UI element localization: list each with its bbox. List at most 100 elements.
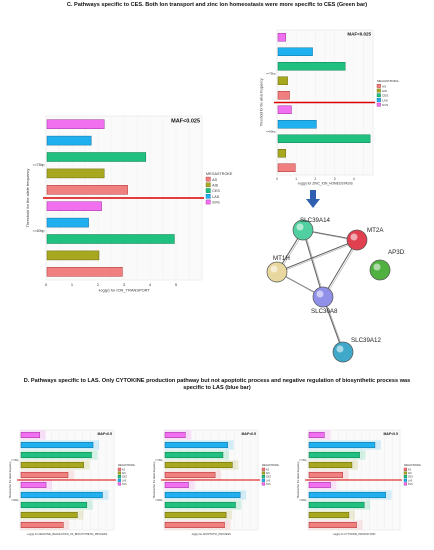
- legend-label-svs: SVS: [408, 483, 413, 486]
- bar-ces: [20, 452, 92, 458]
- legend-label-ces: CES: [122, 476, 127, 479]
- x-tick-label: 1: [295, 177, 297, 181]
- legend-swatch-las: [403, 478, 407, 482]
- chart-title: MAF<0.025: [347, 32, 371, 37]
- y-tick-label: >=75bp: [155, 459, 163, 462]
- legend-label-ces: CES: [212, 189, 220, 193]
- x-axis-label: -log(p) for ZINC_ION_HOMEOSTASIS: [297, 181, 353, 185]
- legend-label-ais: AIS: [212, 184, 219, 188]
- bar-svs: [20, 432, 41, 438]
- node-circle: [266, 261, 288, 283]
- bar-as: [308, 472, 343, 478]
- bar-ces: [20, 502, 88, 508]
- bar-las: [46, 217, 89, 228]
- heading-c: C. Pathways specific to CES. Both Ion tr…: [66, 2, 368, 8]
- network-edge: [322, 239, 358, 298]
- bar-svs: [277, 105, 292, 114]
- bar-as: [20, 472, 69, 478]
- bar-svs: [46, 201, 102, 211]
- legend-label-ces: CES: [382, 94, 388, 98]
- legend-swatch-las: [205, 193, 211, 199]
- bar-ces: [46, 234, 175, 244]
- bar-las: [164, 442, 228, 448]
- bar-svs: [308, 432, 325, 438]
- network-edge: [302, 229, 324, 298]
- bar-ais: [277, 149, 286, 158]
- y-tick-label: <=60bp: [33, 229, 45, 233]
- legend-swatch-ces: [117, 475, 121, 479]
- x-axis-label: -log(p) for APOPTOTIC_PROCESS: [191, 533, 231, 536]
- legend-label-ais: AIS: [382, 89, 387, 93]
- y-tick-label: >=75bp: [266, 72, 276, 76]
- legend-swatch-ces: [261, 475, 265, 479]
- bar-as: [277, 163, 296, 172]
- y-axis-label: Threshold for the allele frequency: [153, 461, 156, 499]
- legend-swatch-ais: [117, 471, 121, 475]
- bar-as: [46, 185, 128, 195]
- legend-swatch-ais: [261, 471, 265, 475]
- legend-title: MEGASTROKE: [377, 79, 399, 83]
- legend-swatch-las: [117, 478, 121, 482]
- bar-las: [164, 492, 241, 498]
- bar-las: [308, 442, 376, 448]
- legend-swatch-svs: [261, 482, 265, 486]
- node-highlight: [316, 290, 324, 298]
- bar-ces: [308, 452, 360, 458]
- x-tick-label: 3: [334, 177, 336, 181]
- bar-ais: [20, 512, 78, 518]
- legend-label-as: AS: [408, 468, 412, 471]
- x-tick-label: 4: [149, 282, 152, 287]
- bar-las: [277, 47, 313, 56]
- network-edge-secondary: [278, 240, 359, 274]
- bar-ces: [164, 502, 236, 508]
- node-label: MT2A: [367, 227, 384, 234]
- node-label: SLC39A12: [351, 337, 381, 344]
- legend-label-ces: CES: [408, 476, 413, 479]
- protein-interaction-network: SLC39A14 MT2A AP3D1 MT1H SLC30A8 SLC39A12: [266, 217, 405, 363]
- legend-label-ais: AIS: [122, 472, 126, 475]
- legend-swatch-ces: [376, 93, 381, 98]
- down-arrow-icon: [306, 190, 320, 208]
- legend-title: MEGASTROKE: [262, 464, 279, 467]
- node-highlight: [296, 223, 304, 231]
- x-tick-label: 4: [353, 177, 355, 181]
- network-edge: [276, 239, 358, 273]
- bar-las: [308, 492, 386, 498]
- bar-ces: [308, 502, 365, 508]
- chart-ion-transport: >=75bp <=60bp Threshold for the allele fre…: [20, 104, 250, 304]
- bar-as: [46, 267, 123, 277]
- x-tick-label: 2: [97, 282, 99, 287]
- node-highlight: [373, 263, 381, 271]
- y-tick-label: >=75bp: [33, 163, 45, 167]
- x-tick-label: 5: [175, 282, 178, 287]
- legend-label-las: LAS: [266, 479, 271, 482]
- bar-ces: [164, 452, 224, 458]
- network-node-slc39a12: [332, 341, 354, 363]
- legend-label-svs: SVS: [212, 201, 220, 205]
- node-highlight: [350, 233, 358, 241]
- bar-las: [20, 442, 94, 448]
- chart-cytokine-production: >=75bp <=60bp Threshold for the allele fre…: [294, 422, 430, 544]
- legend-swatch-ais: [205, 182, 211, 188]
- x-tick-label: 1: [71, 282, 73, 287]
- y-axis-label: Threshold for the allele frequency: [9, 461, 12, 499]
- legend-title: MEGASTROKE: [206, 172, 233, 176]
- legend-label-svs: SVS: [266, 483, 271, 486]
- legend-label-as: AS: [382, 84, 386, 88]
- node-circle: [369, 259, 391, 281]
- node-circle: [346, 229, 368, 251]
- legend-label-las: LAS: [382, 98, 388, 102]
- legend-label-svs: SVS: [122, 483, 127, 486]
- bar-ces: [46, 152, 147, 162]
- bar-ais: [46, 250, 100, 261]
- node-circle: [332, 341, 354, 363]
- bar-ais: [20, 462, 84, 468]
- node-label: AP3D1: [388, 249, 405, 256]
- chart-title: MAF<0.025: [171, 118, 200, 124]
- y-tick-label: <=60bp: [155, 499, 163, 502]
- legend-swatch-ces: [403, 475, 407, 479]
- legend-swatch-svs: [205, 199, 211, 205]
